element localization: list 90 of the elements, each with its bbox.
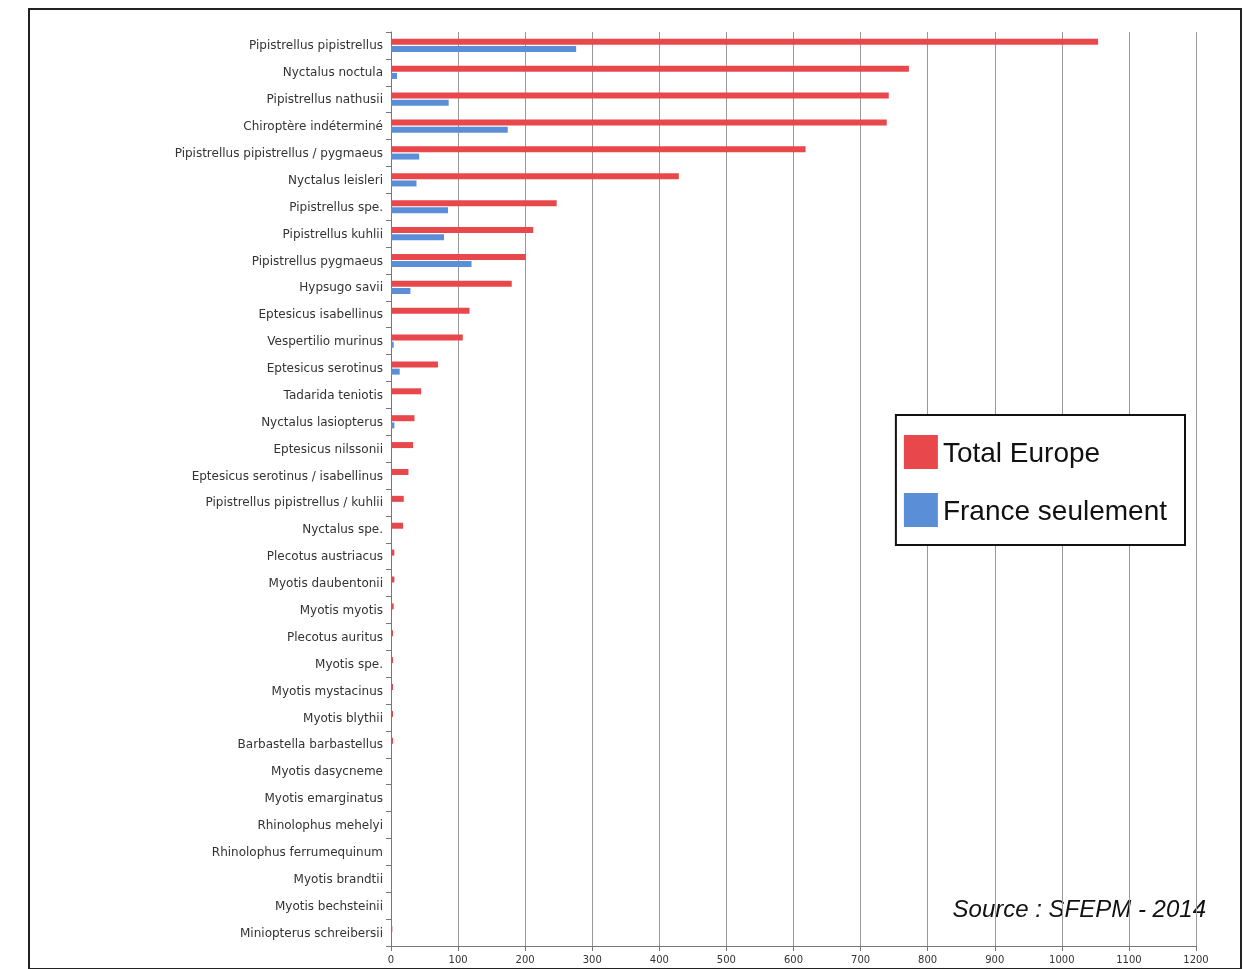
y-tick-label: Myotis daubentonii: [268, 576, 383, 591]
y-tick-label: Rhinolophus ferrumequinum: [211, 844, 383, 859]
y-tick-label: Miniopterus schreibersii: [240, 925, 383, 940]
bar: [391, 72, 398, 79]
x-tick-label: 100: [448, 953, 468, 965]
bar: [391, 737, 394, 744]
y-tick-label: Pipistrellus spe.: [289, 199, 383, 214]
annotation: Source : SFEPM - 2014: [952, 894, 1207, 922]
bar: [391, 603, 394, 610]
y-tick-label: Myotis emarginatus: [264, 791, 383, 806]
bar: [391, 368, 400, 375]
y-tick-label: Plecotus austriacus: [266, 549, 383, 564]
bar: [391, 92, 889, 99]
y-tick-label: Pipistrellus pipistrellus / pygmaeus: [174, 145, 383, 160]
bar: [391, 227, 534, 234]
bar: [391, 253, 526, 260]
bar: [391, 657, 394, 664]
y-tick-label: Pipistrellus nathusii: [266, 92, 383, 107]
bar: [391, 576, 395, 583]
y-tick-label: Rhinolophus mehelyi: [257, 818, 383, 833]
y-tick-label: Plecotus auritus: [286, 629, 383, 644]
bar: [391, 119, 887, 126]
y-tick-label: Tadarida teniotis: [282, 387, 383, 402]
x-tick-label: 1000: [1049, 953, 1075, 965]
bar: [391, 522, 404, 529]
bar: [391, 307, 470, 314]
y-tick-label: Pipistrellus pygmaeus: [251, 253, 383, 268]
y-tick-label: Vespertilio murinus: [267, 334, 383, 349]
y-tick-label: Pipistrellus kuhlii: [282, 226, 383, 241]
y-tick-label: Myotis dasycneme: [271, 764, 383, 779]
bar: [391, 341, 394, 348]
x-tick-label: 0: [387, 953, 395, 965]
bar: [391, 415, 415, 422]
bar: [391, 173, 679, 180]
bar: [391, 334, 463, 341]
bar: [391, 65, 909, 72]
x-tick-label: 300: [582, 953, 602, 965]
bar: [391, 261, 472, 268]
x-tick-label: 500: [716, 953, 736, 965]
bar: [391, 280, 512, 287]
bar: [391, 207, 449, 214]
bar: [391, 422, 395, 429]
x-tick-label: 700: [851, 953, 871, 965]
bar: [391, 684, 394, 691]
y-tick-label: Nyctalus lasiopterus: [261, 414, 383, 429]
bar: [391, 361, 438, 368]
bar: [391, 180, 417, 187]
y-tick-label: Eptesicus isabellinus: [258, 307, 383, 322]
y-tick-label: Eptesicus nilssonii: [273, 441, 383, 456]
bar: [391, 234, 444, 241]
y-tick-label: Myotis brandtii: [293, 871, 383, 886]
bar: [391, 495, 404, 502]
bar: [391, 153, 420, 160]
y-tick-label: Eptesicus serotinus: [266, 361, 383, 376]
bar: [391, 146, 806, 153]
y-tick-label: Nyctalus noctula: [282, 65, 383, 80]
bar: [391, 710, 394, 717]
x-tick-label: 800: [918, 953, 938, 965]
y-tick-label: Pipistrellus pipistrellus: [248, 38, 383, 53]
bar: [391, 549, 395, 556]
y-tick-label: Chiroptère indéterminé: [243, 119, 383, 134]
bar: [391, 630, 394, 637]
y-tick-label: Hypsugo savii: [299, 280, 383, 295]
legend-label: France seulement: [942, 494, 1168, 526]
y-tick-label: Myotis myotis: [299, 602, 383, 617]
y-tick-label: Barbastella barbastellus: [237, 737, 383, 752]
y-tick-label: Pipistrellus pipistrellus / kuhlii: [205, 495, 383, 510]
y-tick-label: Myotis mystacinus: [271, 683, 383, 698]
legend-label: Total Europe: [942, 436, 1101, 468]
bar: [391, 442, 414, 449]
x-tick-label: 1200: [1183, 953, 1209, 965]
bar: [391, 468, 409, 475]
y-tick-label: Nyctalus leisleri: [287, 172, 383, 187]
y-tick-label: Eptesicus serotinus / isabellinus: [191, 468, 383, 483]
y-tick-label: Myotis spe.: [315, 656, 383, 671]
y-tick-label: Nyctalus spe.: [302, 522, 383, 537]
x-tick-label: 600: [783, 953, 804, 965]
x-tick-label: 1100: [1116, 953, 1142, 965]
x-tick-label: 400: [649, 953, 669, 965]
bar: [391, 38, 1099, 45]
x-tick-label: 200: [515, 953, 535, 965]
bar: [391, 200, 557, 207]
bar: [391, 46, 577, 53]
bar: [391, 388, 422, 395]
x-tick-label: 900: [985, 953, 1005, 965]
bar: [391, 126, 508, 133]
bar: [391, 287, 411, 294]
y-tick-label: Myotis bechsteinii: [274, 898, 383, 913]
bar: [391, 99, 449, 106]
y-tick-label: Myotis blythii: [303, 710, 383, 725]
